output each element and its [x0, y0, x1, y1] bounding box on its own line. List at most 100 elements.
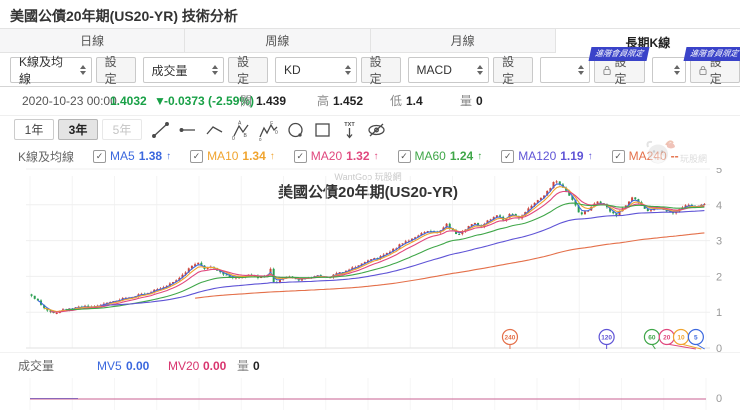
up-arrow-icon: ↑ [166, 150, 172, 162]
svg-text:5: 5 [694, 335, 698, 342]
indicator-select-2[interactable]: 成交量 [142, 57, 225, 83]
ma10-legend-item[interactable]: ✓ MA10 1.34 ↑ [190, 149, 275, 163]
up-arrow-icon: ↑ [477, 150, 483, 162]
indicator-select-1[interactable]: K線及均線 [10, 55, 92, 86]
indicator-select-3[interactable]: KD [275, 57, 357, 83]
ma-line-MA20 [50, 190, 705, 313]
angle-line-icon [206, 126, 223, 135]
ma240-value: -- [670, 149, 679, 163]
settings-button-1[interactable]: 設定 [95, 55, 136, 86]
tab-daily[interactable]: 日線 [0, 29, 186, 52]
horizontal-line-icon [179, 128, 195, 132]
range-button-1y[interactable]: 1年 [14, 119, 54, 140]
ma5-value: 1.38 [138, 149, 163, 163]
indicator-select-6[interactable] [651, 57, 686, 83]
high-value: 1.452 [333, 94, 364, 108]
text-tool-button[interactable]: TXT [339, 119, 360, 141]
svg-text:0: 0 [716, 343, 722, 355]
volume-value: 0 [476, 94, 483, 108]
checkbox-checked-icon[interactable]: ✓ [293, 149, 307, 163]
rectangle-icon [315, 123, 330, 137]
tab-weekly[interactable]: 周線 [185, 29, 371, 52]
ma5-label: MA5 [110, 149, 135, 163]
ma-line-MA10 [43, 186, 705, 313]
wave-ab-icon: 0 AB [232, 121, 249, 142]
ma-line-MA60 [66, 202, 705, 311]
wantgoo-logo-watermark: 玩股網 [644, 136, 724, 170]
circle-tool-button[interactable] [285, 119, 306, 141]
svg-text:A: A [238, 121, 242, 127]
up-arrow-icon: ↑ [587, 150, 593, 162]
indicator-select-4[interactable]: MACD [407, 57, 490, 83]
indicator-select-5[interactable] [540, 57, 591, 83]
trend-line-tool-button[interactable] [150, 119, 171, 141]
indicator-group-2: 成交量 設定 [142, 55, 269, 86]
indicator-toolbar: K線及均線 設定 成交量 設定 KD 設定 MACD 設定 [10, 47, 740, 86]
select-arrows-icon [344, 65, 351, 75]
locked-settings-button-6[interactable]: 設定 [689, 55, 740, 86]
angle-line-tool-button[interactable] [204, 119, 225, 141]
checkbox-checked-icon[interactable]: ✓ [397, 149, 411, 163]
checkbox-checked-icon[interactable]: ✓ [190, 149, 204, 163]
up-arrow-icon: ↑ [373, 150, 379, 162]
ma5-legend-item[interactable]: ✓ MA5 1.38 ↑ [93, 149, 171, 163]
ma60-value: 1.24 [449, 149, 474, 163]
select-arrows-icon [79, 65, 86, 75]
ma-legend: K線及均線 ✓ MA5 1.38 ↑ ✓ MA10 1.34 ↑ ✓ MA20 … [0, 144, 740, 168]
lock-icon [603, 65, 611, 75]
indicator-group-6-locked: 進階會員限定 設定 [651, 47, 740, 86]
circle-icon [288, 122, 303, 138]
svg-text:TXT: TXT [344, 122, 355, 128]
range-button-5y[interactable]: 5年 [102, 119, 142, 140]
ma10-value: 1.34 [242, 149, 266, 163]
checkbox-checked-icon[interactable]: ✓ [93, 149, 107, 163]
ma20-value: 1.32 [346, 149, 370, 163]
mv20-value: 0.00 [203, 359, 227, 373]
volume-legend: 成交量 MV5 0.00 MV20 0.00 量 0 [0, 352, 740, 379]
svg-text:D: D [275, 130, 279, 135]
select-arrows-icon [477, 65, 484, 75]
settings-button-3[interactable]: 設定 [360, 55, 401, 86]
ma60-legend-item[interactable]: ✓ MA60 1.24 ↑ [397, 149, 483, 163]
indicator-group-4: MACD 設定 [407, 55, 534, 86]
divider [0, 86, 740, 87]
svg-text:10: 10 [677, 335, 685, 342]
cow-mascot-icon [646, 140, 675, 164]
checkbox-checked-icon[interactable]: ✓ [501, 149, 515, 163]
member-badge: 進階會員限定 [588, 47, 650, 61]
settings-button-2[interactable]: 設定 [228, 55, 269, 86]
tab-monthly[interactable]: 月線 [371, 29, 556, 52]
mv5-value: 0.00 [126, 359, 150, 373]
hide-drawings-button[interactable] [366, 119, 387, 141]
page-title: 美國公債20年期(US20-YR) 技術分析 [10, 8, 238, 24]
ma-line-MA240 [195, 232, 705, 299]
indicator-select-3-value: KD [284, 63, 301, 77]
svg-text:4: 4 [716, 200, 722, 212]
select-arrows-icon [673, 65, 680, 75]
checkbox-checked-icon[interactable]: ✓ [611, 149, 625, 163]
horizontal-line-tool-button[interactable] [177, 119, 198, 141]
ma60-label: MA60 [414, 149, 446, 163]
select-arrows-icon [578, 65, 585, 75]
down-triangle-icon: ▼ [154, 94, 166, 108]
ma20-label: MA20 [310, 149, 343, 163]
member-badge: 進階會員限定 [683, 47, 740, 61]
ma-line-MA120 [100, 210, 705, 306]
ma120-legend-item[interactable]: ✓ MA120 1.19 ↑ [501, 149, 593, 163]
open-label: 開 [240, 94, 253, 108]
settings-button-4[interactable]: 設定 [493, 55, 534, 86]
rectangle-tool-button[interactable] [312, 119, 333, 141]
volume-pane-vol-label: 量 [237, 359, 250, 373]
volume-label: 量 [460, 94, 473, 108]
ma20-legend-item[interactable]: ✓ MA20 1.32 ↑ [293, 149, 379, 163]
trend-line-icon [152, 122, 169, 138]
range-button-3y[interactable]: 3年 [58, 119, 98, 140]
low-value: 1.4 [406, 94, 423, 108]
svg-text:1: 1 [716, 307, 722, 319]
